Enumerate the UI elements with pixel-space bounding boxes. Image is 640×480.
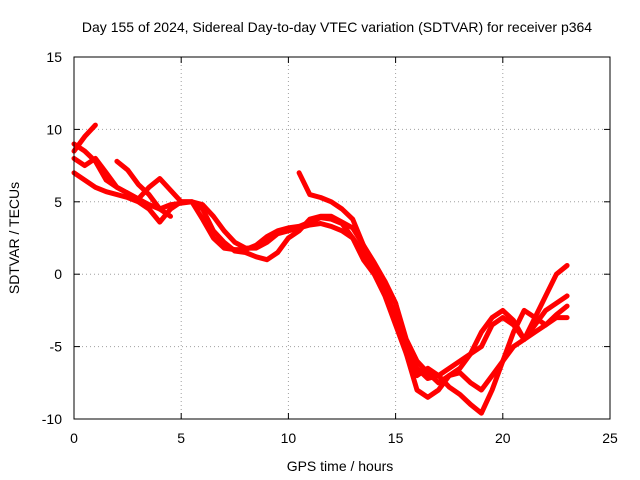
x-tick-labels: 0 5 10 15 20 25 [70,430,618,446]
y-tick-label: 10 [46,121,62,137]
x-tick-label: 0 [70,430,78,446]
series-trace-2 [71,170,570,393]
chart-title: Day 155 of 2024, Sidereal Day-to-day VTE… [82,19,592,35]
data-traces [71,122,570,416]
y-tick-labels: -10 -5 0 5 10 15 [42,49,62,427]
y-tick-label: 0 [54,266,62,282]
x-tick-label: 15 [388,430,404,446]
x-tick-label: 10 [281,430,297,446]
axis-ticks [73,56,611,420]
plot-frame [73,56,611,420]
grid-lines [74,57,610,419]
series-trace-5 [114,158,173,219]
y-axis-label: SDTVAR / TECUs [6,182,22,294]
series-trace-1 [71,141,570,381]
x-tick-label: 5 [177,430,185,446]
y-tick-label: -5 [50,339,63,355]
series-trace-4 [71,122,98,154]
series-trace-3 [71,155,570,416]
y-tick-label: 5 [54,194,62,210]
x-tick-label: 25 [602,430,618,446]
y-tick-label: -10 [42,411,62,427]
x-tick-label: 20 [495,430,511,446]
series-trace-6 [296,170,570,400]
y-tick-label: 15 [46,49,62,65]
x-axis-label: GPS time / hours [287,458,394,474]
